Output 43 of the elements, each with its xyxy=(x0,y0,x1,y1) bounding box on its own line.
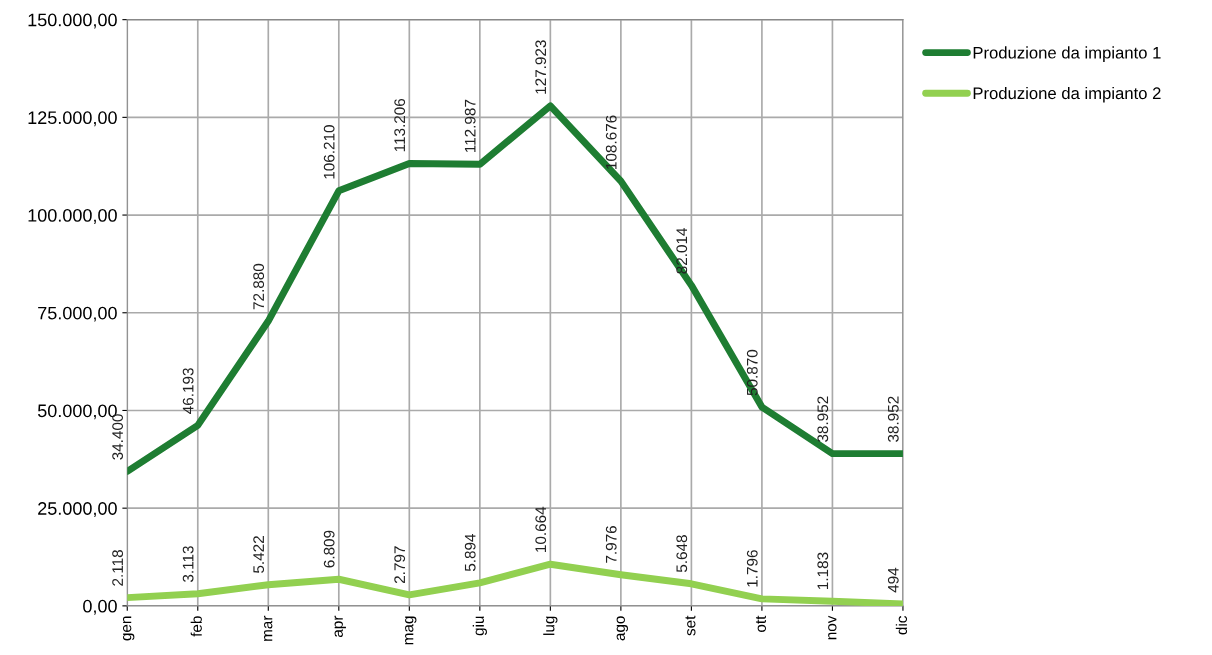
data-label: 494 xyxy=(887,567,899,593)
x-tick-label: mar xyxy=(264,615,273,641)
x-tick-label: ott xyxy=(755,615,767,632)
data-label: 3.113 xyxy=(182,546,194,583)
data-label: 113.206 xyxy=(394,98,406,152)
data-label: 50.870 xyxy=(746,349,758,396)
data-label: 38.952 xyxy=(817,396,829,442)
data-label: 7.976 xyxy=(605,526,617,563)
x-tick-label: ago xyxy=(616,616,628,641)
data-label: 10.664 xyxy=(535,506,547,552)
data-label: 38.952 xyxy=(887,396,899,442)
y-tick-label: 100.000,00 xyxy=(28,208,117,224)
y-tick-label: 0,00 xyxy=(83,599,117,615)
data-label: 5.894 xyxy=(464,533,476,572)
x-tick-label: dic xyxy=(895,616,908,635)
data-label: 127.923 xyxy=(535,40,547,94)
x-tick-label: gen xyxy=(122,616,135,641)
data-label: 5.648 xyxy=(676,535,688,573)
data-label: 1.183 xyxy=(817,552,829,589)
x-tick-label: mag xyxy=(405,616,417,645)
data-label: 6.809 xyxy=(323,530,335,568)
x-tick-label: apr xyxy=(334,615,346,638)
data-label: 108.676 xyxy=(605,115,617,169)
data-label: 82.014 xyxy=(676,227,688,274)
data-label: 106.210 xyxy=(323,125,335,179)
x-tick-label: nov xyxy=(828,615,837,640)
y-tick-label: 75.000,00 xyxy=(38,306,117,322)
x-tick-label: giu xyxy=(472,616,487,636)
data-label: 46.193 xyxy=(182,368,194,414)
data-label: 72.880 xyxy=(253,263,265,310)
x-tick-label: lug xyxy=(543,616,558,635)
data-label: 5.422 xyxy=(253,536,265,573)
data-label: 2.797 xyxy=(394,546,406,584)
data-label: 112.987 xyxy=(464,99,476,153)
legend-label: Produzione da impianto 2 xyxy=(973,86,1161,103)
y-tick-label: 25.000,00 xyxy=(38,502,117,518)
legend-label: Produzione da impianto 1 xyxy=(973,46,1161,62)
y-tick-label: 150.000,00 xyxy=(28,13,117,29)
x-tick-label: set xyxy=(685,615,696,636)
y-tick-label: 125.000,00 xyxy=(28,111,117,127)
data-label: 2.118 xyxy=(112,550,124,586)
x-tick-label: feb xyxy=(190,616,202,637)
data-label: 1.796 xyxy=(746,550,758,587)
